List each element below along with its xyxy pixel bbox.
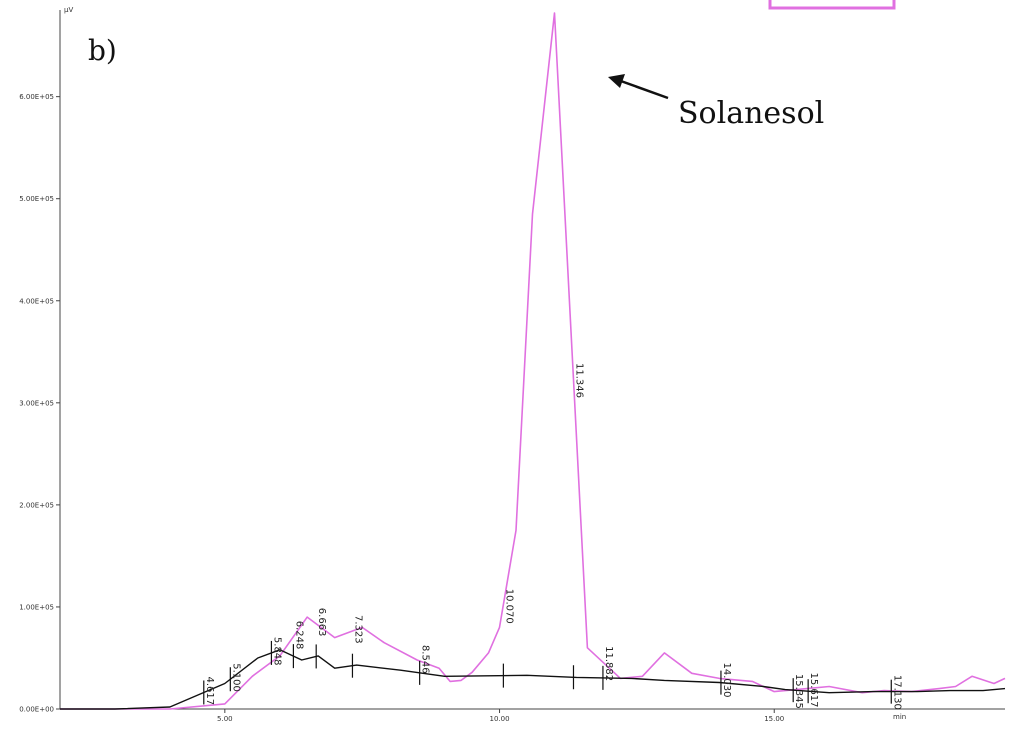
- y-tick-label: 4.00E+05: [19, 297, 54, 305]
- x-tick-label: 15.00: [764, 715, 784, 723]
- y-tick-label: 1.00E+05: [19, 603, 54, 611]
- peak-label: 14.030: [721, 663, 732, 698]
- baseline-series-line: [60, 649, 1006, 710]
- x-axis-unit-label: min: [893, 713, 906, 721]
- solanesol-arrow-head-icon: [608, 74, 625, 88]
- peak-label: 6.248: [293, 621, 304, 650]
- x-tick-label: 10.00: [490, 715, 510, 723]
- peak-label: 17.130: [891, 675, 902, 710]
- legend-swatch-icon: [768, 0, 896, 10]
- peak-label: 5.100: [230, 663, 241, 692]
- y-tick-label: 2.00E+05: [19, 501, 54, 509]
- y-axis-unit-label: µV: [64, 6, 73, 14]
- peak-labels-group: 4.617 5.100 5.848 6.248 6.663 7.323 8.546 10.07…: [203, 363, 902, 710]
- solanesol-annotation-label: Solanesol: [678, 96, 824, 131]
- y-tick-label: 5.00E+05: [19, 195, 54, 203]
- annotation-group: Solanesol: [608, 74, 824, 131]
- peak-label: 15.345: [793, 674, 804, 709]
- peak-label: 6.663: [316, 608, 327, 637]
- peak-label: 11.346: [573, 363, 584, 398]
- x-tick-label: 5.00: [217, 715, 233, 723]
- y-tick-label: 0.00E+00: [19, 706, 54, 714]
- y-tick-label: 3.00E+05: [19, 399, 54, 407]
- y-tick-label: 6.00E+05: [19, 93, 54, 101]
- panel-label: b): [88, 34, 117, 67]
- solanesol-annotation-arrow: [617, 78, 669, 100]
- peak-label: 7.323: [352, 615, 363, 644]
- series-group: [60, 12, 1006, 710]
- peak-label: 11.882: [603, 646, 614, 681]
- peak-label: 4.617: [204, 676, 215, 705]
- axes-group: 0.00E+00 1.00E+05 2.00E+05 3.00E+05 4.00E+05…: [19, 10, 1005, 723]
- peak-label: 8.546: [420, 645, 431, 674]
- peak-label: 15.617: [808, 673, 819, 708]
- peak-label: 5.848: [271, 637, 282, 666]
- peak-label: 10.070: [503, 589, 514, 624]
